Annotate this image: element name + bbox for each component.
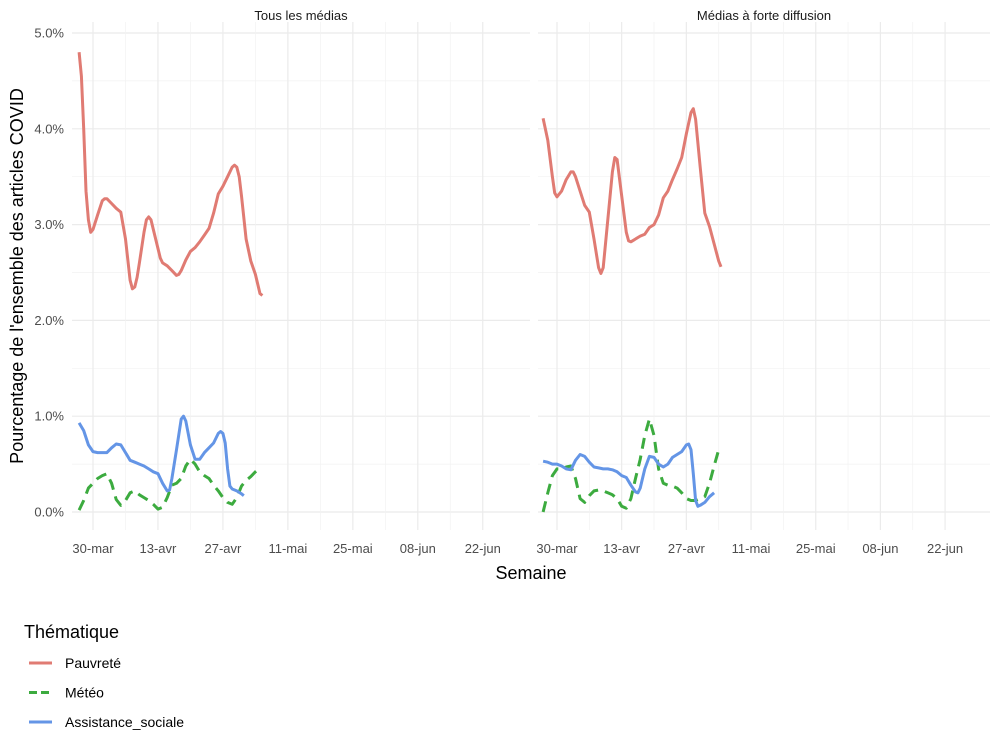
x-tick-label: 25-mai <box>796 541 836 556</box>
panel-series <box>77 52 264 511</box>
x-tick-label: 22-jun <box>465 541 501 556</box>
x-axis-ticks: 30-mar 13-avr 27-avr 11-mai 25-mai 08-jun 22-j… <box>72 541 500 556</box>
legend-label: Météo <box>65 685 104 701</box>
legend-label: Pauvreté <box>65 655 121 671</box>
x-tick-label: 08-jun <box>862 541 898 556</box>
y-tick-label: 0.0% <box>34 505 64 520</box>
x-axis-ticks: 30-mar 13-avr 27-avr 11-mai 25-mai 08-jun 22-j… <box>536 541 963 556</box>
y-tick-label: 3.0% <box>34 217 64 232</box>
series-line-assistance_sociale <box>542 442 716 508</box>
x-tick-label: 27-avr <box>204 541 242 556</box>
panel-grid <box>538 22 990 530</box>
panel-tous-les-medias: Tous les médias 30-mar 13-avr 27-avr 11-mai… <box>72 8 530 556</box>
panel-grid <box>72 22 530 530</box>
x-tick-label: 11-mai <box>268 541 307 556</box>
x-tick-label: 22-jun <box>927 541 963 556</box>
x-tick-label: 08-jun <box>400 541 436 556</box>
legend-items: Pauvreté Météo Assistance_sociale <box>29 655 184 730</box>
x-tick-label: 11-mai <box>732 541 771 556</box>
x-tick-label: 30-mar <box>536 541 578 556</box>
panel-title: Tous les médias <box>254 8 348 23</box>
y-tick-label: 5.0% <box>34 26 64 41</box>
x-tick-label: 25-mai <box>333 541 373 556</box>
series-line-pauvreté <box>77 52 264 297</box>
legend: Thématique Pauvreté Météo Assistance_socia… <box>24 622 184 730</box>
x-tick-label: 30-mar <box>72 541 114 556</box>
legend-title: Thématique <box>24 622 119 642</box>
x-axis-title: Semaine <box>495 563 566 583</box>
legend-label: Assistance_sociale <box>65 714 184 730</box>
x-tick-label: 27-avr <box>668 541 706 556</box>
y-axis-title: Pourcentage de l'ensemble des articles C… <box>7 88 27 464</box>
panel-series <box>541 107 723 513</box>
series-line-météo <box>77 457 261 511</box>
panel-medias-forte-diffusion: Médias à forte diffusion 30-mar 13-avr 27-… <box>536 8 990 556</box>
x-tick-label: 13-avr <box>603 541 641 556</box>
y-tick-label: 2.0% <box>34 313 64 328</box>
series-line-assistance_sociale <box>77 414 245 497</box>
y-tick-label: 1.0% <box>34 409 64 424</box>
y-tick-label: 4.0% <box>34 121 64 136</box>
x-tick-label: 13-avr <box>140 541 178 556</box>
series-line-météo <box>541 417 721 513</box>
panel-title: Médias à forte diffusion <box>697 8 831 23</box>
y-axis-ticks: 0.0% 1.0% 2.0% 3.0% 4.0% 5.0% <box>34 26 64 520</box>
series-line-pauvreté <box>541 107 723 275</box>
